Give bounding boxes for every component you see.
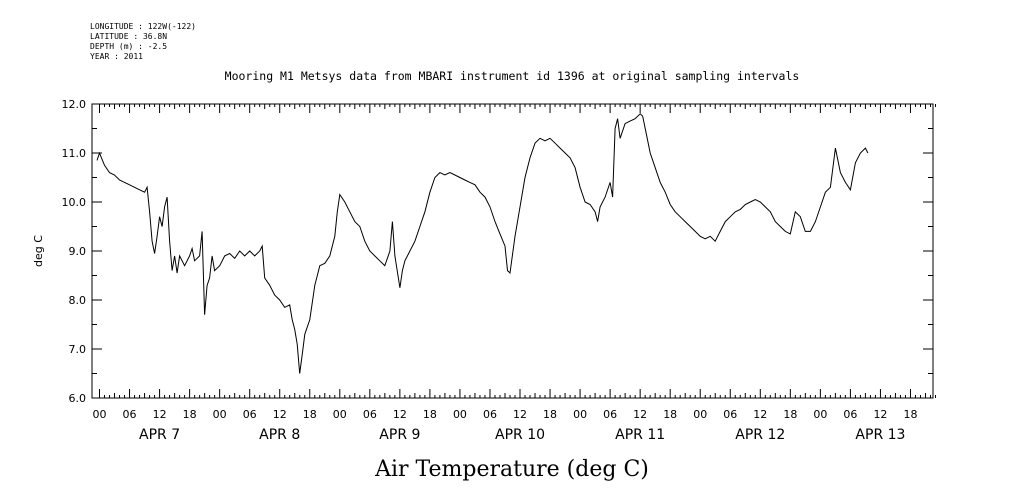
x-day-label: APR 8 (259, 427, 300, 443)
x-hour-label: 18 (303, 408, 317, 421)
y-tick-label: 8.0 (69, 294, 87, 307)
x-day-label: APR 12 (735, 427, 785, 443)
x-day-label: APR 7 (139, 427, 180, 443)
depth-label: DEPTH (m) : -2.5 (90, 42, 167, 51)
x-hour-label: 00 (813, 408, 827, 421)
x-hour-label: 12 (153, 408, 167, 421)
x-hour-label: 12 (633, 408, 647, 421)
x-hour-label: 06 (843, 408, 857, 421)
x-hour-label: 12 (273, 408, 287, 421)
metadata-block: LONGITUDE : 122W(-122) LATITUDE : 36.8N … (90, 22, 196, 61)
x-day-label: APR 11 (615, 427, 665, 443)
y-tick-label: 9.0 (69, 245, 87, 258)
x-hour-label: 18 (663, 408, 677, 421)
air-temperature-line (96, 113, 869, 374)
x-hour-label: 00 (213, 408, 227, 421)
y-axis: 6.0 7.0 8.0 9.0 10.0 11.0 12.0 (62, 98, 933, 405)
x-hour-label: 18 (543, 408, 557, 421)
x-hour-label: 12 (393, 408, 407, 421)
x-hour-label: 18 (903, 408, 917, 421)
x-hour-label: 06 (123, 408, 137, 421)
x-hour-label: 00 (93, 408, 107, 421)
x-hour-label: 00 (333, 408, 347, 421)
x-hour-label: 12 (873, 408, 887, 421)
y-tick-label: 6.0 (69, 392, 87, 405)
x-hour-label: 06 (363, 408, 377, 421)
y-tick-label: 12.0 (62, 98, 87, 111)
y-tick-label: 11.0 (62, 147, 87, 160)
x-day-label: APR 9 (379, 427, 420, 443)
x-hour-label: 18 (783, 408, 797, 421)
x-hour-label: 06 (483, 408, 497, 421)
x-hour-label: 06 (243, 408, 257, 421)
x-hour-label: 18 (423, 408, 437, 421)
x-hour-label: 06 (603, 408, 617, 421)
latitude-label: LATITUDE : 36.8N (90, 32, 167, 41)
y-tick-label: 10.0 (62, 196, 87, 209)
x-day-label: APR 10 (495, 427, 545, 443)
chart-caption: Air Temperature (deg C) (374, 457, 649, 482)
x-day-label: APR 13 (855, 427, 905, 443)
x-hour-label: 00 (693, 408, 707, 421)
x-hour-label: 00 (573, 408, 587, 421)
chart-title: Mooring M1 Metsys data from MBARI instru… (225, 69, 800, 83)
x-hour-label: 00 (453, 408, 467, 421)
x-hour-label: 12 (753, 408, 767, 421)
x-hour-label: 18 (183, 408, 197, 421)
y-tick-label: 7.0 (69, 343, 87, 356)
x-hour-label: 06 (723, 408, 737, 421)
longitude-label: LONGITUDE : 122W(-122) (90, 22, 196, 31)
x-hour-label: 12 (513, 408, 527, 421)
y-axis-label: deg C (32, 235, 45, 267)
year-label: YEAR : 2011 (90, 52, 143, 61)
